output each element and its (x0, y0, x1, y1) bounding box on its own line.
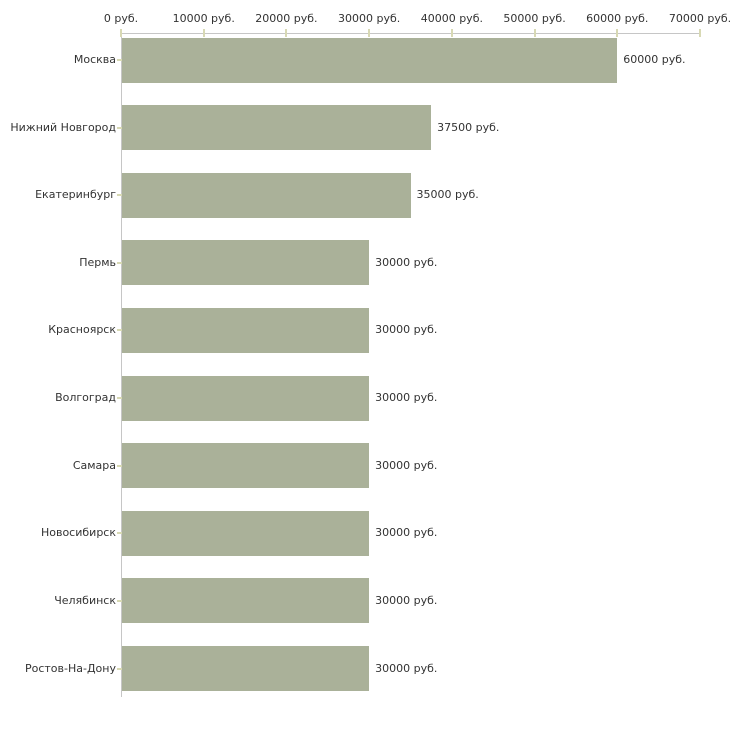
bar (122, 510, 370, 556)
bar (122, 578, 370, 624)
x-axis-tick-label: 30000 руб. (338, 12, 401, 25)
x-axis-tick (699, 29, 701, 37)
category-tick (117, 599, 122, 602)
category-tick (117, 59, 122, 61)
bar-value-label: 30000 руб. (375, 593, 438, 607)
category-label: Челябинск (54, 593, 116, 607)
category-label: Пермь (79, 255, 116, 269)
category-tick (117, 126, 122, 129)
bar (122, 646, 370, 692)
x-axis-tick (368, 29, 371, 37)
bar-value-label: 30000 руб. (375, 458, 438, 472)
bar (122, 307, 370, 353)
bar-value-label: 60000 руб. (623, 53, 686, 66)
category-label: Волгоград (55, 391, 116, 405)
x-axis-tick-label: 10000 руб. (172, 12, 235, 25)
category-label: Ростов-На-Дону (24, 661, 116, 675)
x-axis-tick-label: 60000 руб. (586, 12, 649, 25)
y-axis-line (121, 33, 122, 697)
x-axis-tick-label: 20000 руб. (255, 12, 318, 25)
category-tick (117, 329, 122, 332)
x-axis-line (121, 33, 700, 34)
x-axis-tick-label: 50000 руб. (503, 12, 566, 25)
bar-value-label: 30000 руб. (375, 255, 438, 269)
category-tick (117, 667, 122, 670)
category-tick (117, 397, 122, 400)
category-tick (117, 464, 122, 467)
x-axis-tick-label: 40000 руб. (420, 12, 483, 25)
bar (122, 240, 370, 286)
bar-value-label: 30000 руб. (375, 661, 438, 675)
x-axis-tick-label: 70000 руб. (668, 12, 730, 25)
x-axis-tick (616, 29, 619, 37)
category-label: Красноярск (48, 323, 116, 337)
bar (122, 37, 618, 83)
x-axis-tick-label: 0 руб. (103, 12, 139, 25)
category-label: Нижний Новгород (10, 120, 116, 134)
bar-value-label: 30000 руб. (375, 323, 438, 337)
x-axis-tick (533, 29, 536, 37)
category-tick (117, 532, 122, 535)
category-label: Самара (72, 458, 116, 472)
bar-value-label: 30000 руб. (375, 391, 438, 405)
category-label: Новосибирск (40, 526, 116, 540)
bar-value-label: 37500 руб. (437, 120, 500, 134)
bar (122, 172, 411, 218)
bar-value-label: 35000 руб. (416, 188, 479, 202)
category-label: Екатеринбург (35, 188, 116, 202)
x-axis-tick (202, 29, 205, 37)
bar-value-label: 30000 руб. (375, 526, 438, 540)
category-tick (117, 261, 122, 264)
category-tick (117, 194, 122, 197)
bar (122, 105, 432, 151)
x-axis-tick (285, 29, 288, 37)
x-axis-tick (120, 29, 122, 37)
category-label: Москва (73, 53, 116, 66)
bar (122, 443, 370, 489)
x-axis-tick (450, 29, 453, 37)
bar (122, 375, 370, 421)
